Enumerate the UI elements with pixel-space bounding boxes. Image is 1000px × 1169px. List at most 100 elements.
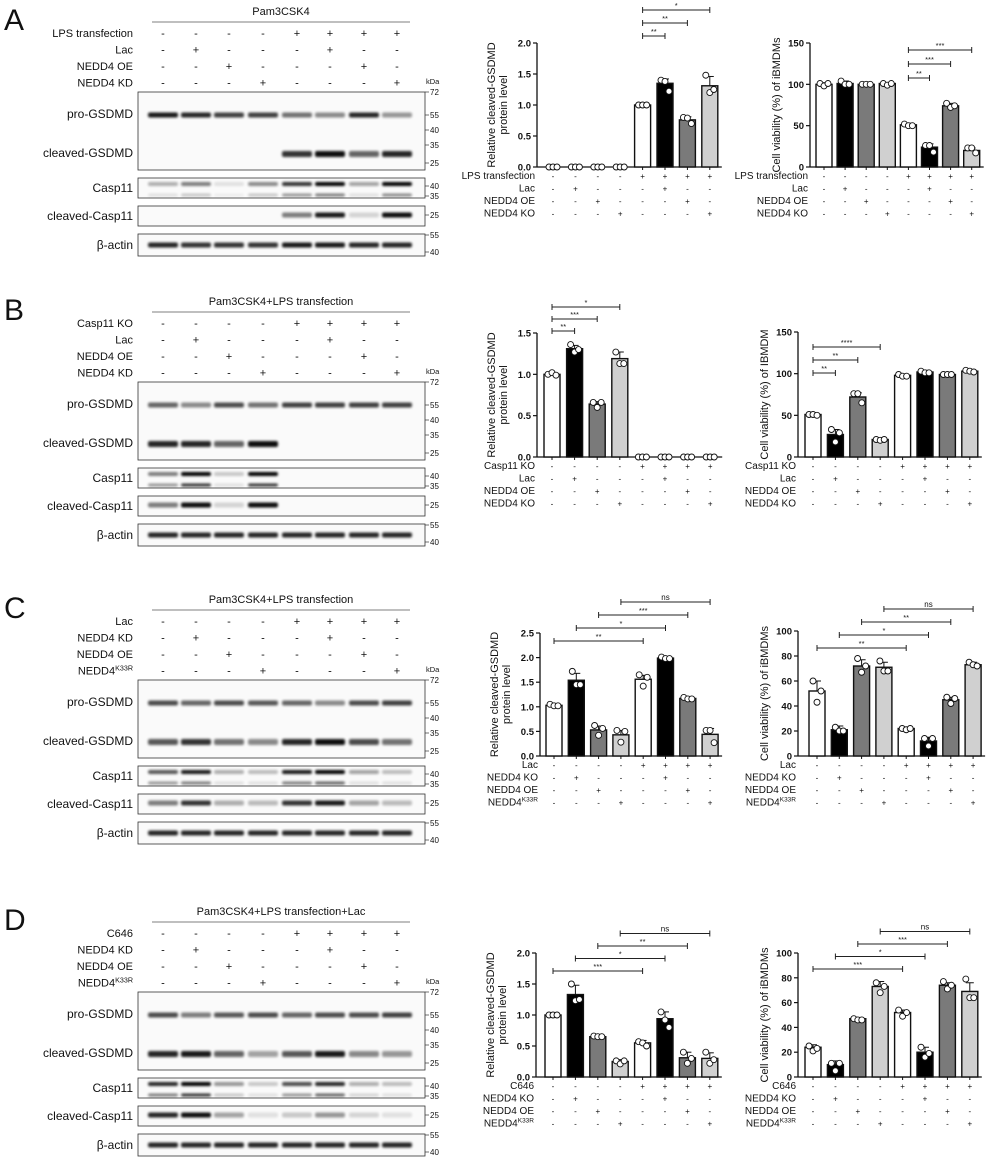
protein-band — [248, 182, 278, 186]
minus-sign: - — [834, 1120, 837, 1129]
minus-sign: - — [865, 172, 868, 181]
label-main: NEDD4 KO — [487, 773, 538, 784]
label-main: LPS transfection — [735, 171, 808, 182]
plus-sign: + — [663, 774, 668, 783]
y-tick-label: 1.5 — [521, 678, 535, 689]
data-point — [858, 668, 866, 676]
protein-band — [248, 770, 278, 774]
bar — [701, 85, 719, 168]
data-point — [854, 390, 862, 398]
protein-band — [282, 182, 312, 186]
minus-sign: - — [552, 197, 555, 206]
protein-band — [315, 112, 345, 118]
label-main: LPS transfection — [462, 171, 535, 182]
data-point — [805, 1042, 813, 1050]
bar — [849, 396, 867, 458]
bar — [589, 1035, 607, 1078]
blot-membrane — [137, 495, 426, 517]
minus-sign: - — [261, 633, 265, 645]
minus-sign: - — [261, 961, 265, 973]
data-point — [688, 453, 696, 461]
data-point — [845, 80, 853, 88]
y-tick-label: 1.0 — [518, 370, 531, 381]
kda-marker-label: 40 — [430, 836, 439, 845]
blot-strip: pro-GSDMD cleaved-GSDMD 72 55 40 35 25 — [43, 88, 439, 171]
plus-sign: + — [294, 928, 300, 940]
protein-label: cleaved-Casp11 — [47, 1109, 133, 1123]
label-main: NEDD4 OE — [745, 1106, 796, 1117]
bar-chart-d1: 0.0 0.5 1.0 1.5 2.0 Relative cleaved-GSDMD pro… — [483, 925, 722, 1130]
minus-sign: - — [641, 1095, 644, 1104]
minus-sign: - — [834, 487, 837, 496]
protein-label: pro-GSDMD — [67, 695, 133, 709]
blot-membrane — [137, 91, 426, 171]
plus-sign: + — [394, 318, 400, 330]
protein-band — [181, 483, 211, 487]
plus-sign: + — [260, 666, 266, 678]
minus-sign: - — [834, 1107, 837, 1116]
minus-sign: - — [834, 462, 837, 471]
minus-sign: - — [901, 500, 904, 509]
plus-sign: + — [948, 786, 953, 795]
minus-sign: - — [823, 185, 826, 194]
minus-sign: - — [596, 172, 599, 181]
label-main: NEDD4 OE — [484, 486, 535, 497]
protein-band — [181, 441, 211, 447]
protein-band — [282, 1093, 312, 1097]
minus-sign: - — [596, 1120, 599, 1129]
plus-sign: + — [663, 1082, 668, 1091]
blot-strip: β-actin 55 40 — [97, 1131, 440, 1157]
minus-sign: - — [261, 351, 265, 363]
minus-sign: - — [574, 1107, 577, 1116]
protein-band — [382, 739, 412, 745]
minus-sign: - — [823, 197, 826, 206]
minus-sign: - — [552, 210, 555, 219]
label-superscript: K33R — [780, 797, 797, 804]
data-point — [620, 163, 628, 171]
data-point — [876, 989, 884, 997]
minus-sign: - — [949, 210, 952, 219]
bar — [679, 697, 697, 757]
y-tick-label: 0 — [799, 163, 804, 174]
data-point — [970, 994, 978, 1002]
panel-letter: B — [4, 294, 24, 327]
plus-sign: + — [327, 45, 333, 57]
protein-band — [181, 1012, 211, 1018]
data-point — [817, 687, 825, 695]
protein-label: cleaved-Casp11 — [47, 797, 133, 811]
label-main: NEDD4 KO — [484, 209, 535, 220]
condition-row-label: LPS transfection — [462, 171, 535, 182]
label-main: Lac — [780, 760, 796, 771]
kda-marker-label: 35 — [430, 1041, 439, 1050]
kda-marker-label: 25 — [430, 1059, 439, 1068]
protein-band — [214, 182, 244, 186]
bar — [656, 657, 675, 757]
data-point — [943, 99, 951, 107]
bar — [857, 83, 875, 168]
minus-sign: - — [664, 487, 667, 496]
plus-sign: + — [193, 633, 199, 645]
protein-label: Casp11 — [93, 181, 134, 195]
y-tick-label: 1.5 — [518, 329, 532, 340]
condition-row-label: NEDD4K33R — [484, 1118, 534, 1130]
label-main: NEDD4 — [78, 978, 115, 990]
protein-band — [214, 193, 244, 197]
minus-sign: - — [856, 500, 859, 509]
minus-sign: - — [261, 945, 265, 957]
minus-sign: - — [362, 45, 366, 57]
minus-sign: - — [834, 1082, 837, 1091]
data-point — [903, 372, 911, 380]
protein-label: pro-GSDMD — [67, 397, 133, 411]
kda-marker-label: 55 — [430, 111, 439, 120]
minus-sign: - — [907, 210, 910, 219]
plus-sign: + — [619, 799, 624, 808]
minus-sign: - — [227, 666, 231, 678]
protein-band — [282, 193, 312, 197]
minus-sign: - — [552, 1120, 555, 1129]
label-main: NEDD4 KO — [483, 1094, 534, 1105]
minus-sign: - — [596, 475, 599, 484]
y-tick-label: 60 — [781, 677, 792, 688]
bar — [849, 1018, 867, 1078]
data-point — [598, 163, 606, 171]
bar — [964, 664, 982, 757]
